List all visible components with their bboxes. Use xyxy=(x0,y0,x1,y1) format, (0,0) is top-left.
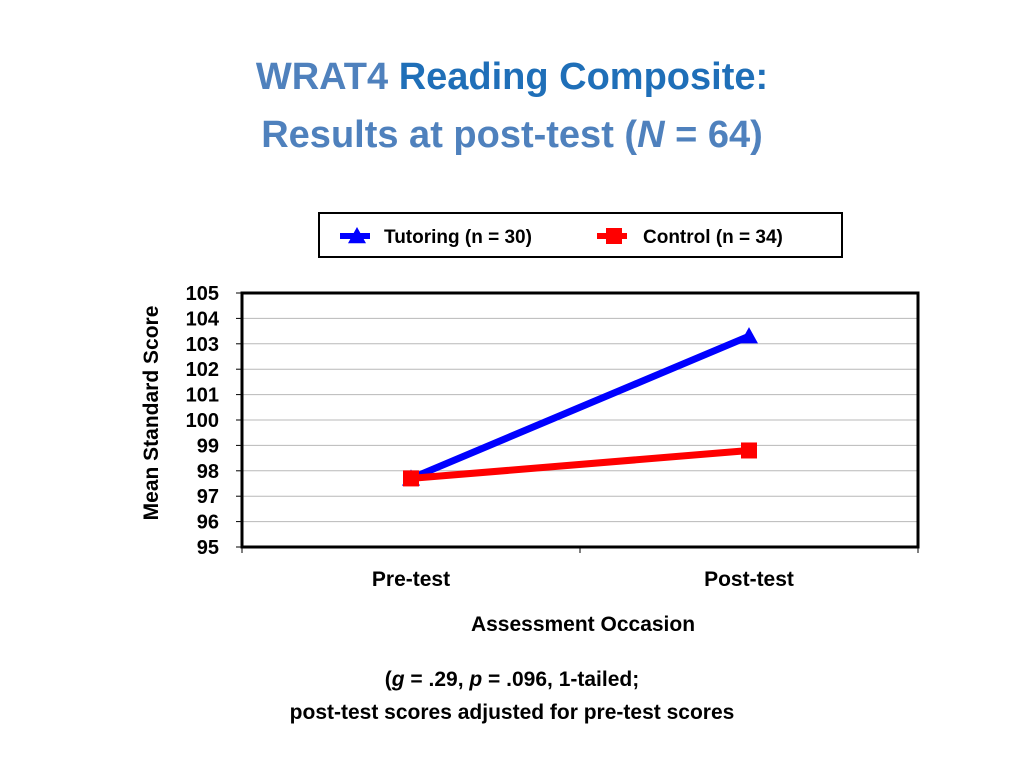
y-tick-label: 103 xyxy=(186,334,219,356)
y-axis-label: Mean Standard Score xyxy=(140,306,163,521)
stats-note-line1: (g = .29, p = .096, 1-tailed; xyxy=(0,664,1024,696)
y-tick-label: 101 xyxy=(186,385,219,407)
chart-title-line2: Results at post-test (N = 64) xyxy=(0,108,1024,162)
data-point-control xyxy=(403,470,419,487)
title-line2-suffix: = 64) xyxy=(664,114,763,156)
legend-swatch-marker xyxy=(348,227,366,244)
note-p-value: = .096, 1-tailed; xyxy=(482,668,640,691)
title-line2-prefix: Results at post-test ( xyxy=(261,114,638,156)
y-tick-label: 99 xyxy=(197,435,219,457)
legend-box xyxy=(318,212,843,258)
legend-entry: Tutoring (n = 30) xyxy=(384,227,532,248)
y-tick-label: 104 xyxy=(186,308,220,330)
y-tick-label: 98 xyxy=(197,461,219,483)
note-g: g xyxy=(391,668,405,691)
y-tick-label: 96 xyxy=(197,512,219,534)
series-line-control xyxy=(407,446,753,482)
note-open: ( xyxy=(384,668,392,691)
chart-title-line1: WRAT4 Reading Composite: xyxy=(0,50,1024,104)
note-p: p xyxy=(469,668,483,691)
legend-entry: Control (n = 34) xyxy=(643,227,783,248)
y-tick-label: 97 xyxy=(197,486,219,508)
series-line-tutoring xyxy=(407,332,753,482)
title-part1: WRAT4 xyxy=(255,56,389,98)
y-tick-label: 95 xyxy=(197,537,219,559)
x-tick-label: Pre-test xyxy=(372,568,450,591)
title-part2: Reading Composite: xyxy=(398,56,769,98)
y-tick-label: 100 xyxy=(186,410,219,432)
y-tick-label: 102 xyxy=(186,359,219,381)
data-point-control xyxy=(741,442,757,459)
stats-note-line2: post-test scores adjusted for pre-test s… xyxy=(289,701,735,724)
title-line2-n: N xyxy=(637,114,665,156)
data-point-tutoring xyxy=(740,327,758,344)
x-tick-label: Post-test xyxy=(704,568,794,591)
note-g-value: = .29, xyxy=(404,668,470,691)
x-axis-label: Assessment Occasion xyxy=(471,613,695,636)
legend-swatch-marker xyxy=(606,228,622,244)
y-tick-label: 105 xyxy=(186,283,219,305)
